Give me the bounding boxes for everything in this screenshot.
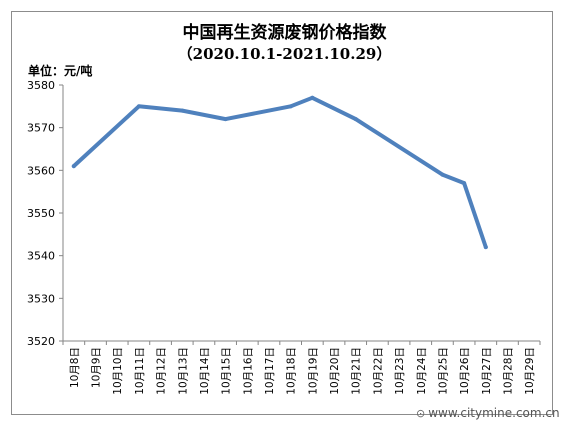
data-point — [310, 95, 315, 100]
x-tick-label: 10月9日 — [91, 347, 103, 388]
y-tick-label: 3570 — [27, 122, 55, 135]
y-tick-label: 3580 — [27, 79, 55, 92]
y-tick-label: 3520 — [27, 335, 55, 348]
x-tick-label: 10月14日 — [199, 347, 211, 395]
watermark: ⊙ www.citymine.com.cn — [416, 406, 560, 420]
x-tick-label: 10月10日 — [112, 347, 124, 395]
chart-frame — [11, 11, 553, 415]
citymine-logo-icon: ⊙ — [416, 406, 426, 420]
watermark-url: www.citymine.com.cn — [428, 406, 560, 420]
data-point — [440, 172, 445, 177]
x-tick-label: 10月20日 — [329, 347, 341, 395]
data-point — [71, 164, 76, 169]
x-tick-label: 10月23日 — [394, 347, 406, 395]
y-tick-label: 3540 — [27, 250, 55, 263]
data-point — [136, 104, 141, 109]
data-point — [353, 117, 358, 122]
y-tick-label: 3550 — [27, 207, 55, 220]
x-tick-label: 10月12日 — [156, 347, 168, 395]
chart-title: 中国再生资源废钢价格指数 — [182, 23, 387, 43]
x-tick-label: 10月18日 — [286, 347, 298, 395]
x-tick-label: 10月21日 — [351, 347, 363, 395]
x-tick-label: 10月17日 — [264, 347, 276, 395]
y-tick-label: 3530 — [27, 292, 55, 305]
data-point — [483, 245, 488, 250]
x-tick-label: 10月15日 — [221, 347, 233, 395]
y-axis-unit-label: 单位：元/吨 — [28, 64, 93, 78]
chart-subtitle: （2020.10.1-2021.10.29） — [177, 45, 392, 63]
x-tick-label: 10月26日 — [459, 347, 471, 395]
data-point — [288, 104, 293, 109]
data-point — [462, 181, 467, 186]
x-tick-label: 10月25日 — [437, 347, 449, 395]
x-tick-label: 10月11日 — [134, 347, 146, 395]
data-point — [223, 117, 228, 122]
x-tick-label: 10月19日 — [307, 347, 319, 395]
x-tick-label: 10月13日 — [177, 347, 189, 395]
y-tick-label: 3560 — [27, 164, 55, 177]
x-tick-label: 10月22日 — [372, 347, 384, 395]
x-tick-label: 10月16日 — [242, 347, 254, 395]
x-tick-label: 10月29日 — [524, 347, 536, 395]
x-tick-label: 10月24日 — [416, 347, 428, 395]
data-point — [180, 108, 185, 113]
x-tick-label: 10月27日 — [481, 347, 493, 395]
x-tick-label: 10月28日 — [502, 347, 514, 395]
series-line — [71, 95, 488, 250]
x-tick-label: 10月8日 — [69, 347, 81, 388]
